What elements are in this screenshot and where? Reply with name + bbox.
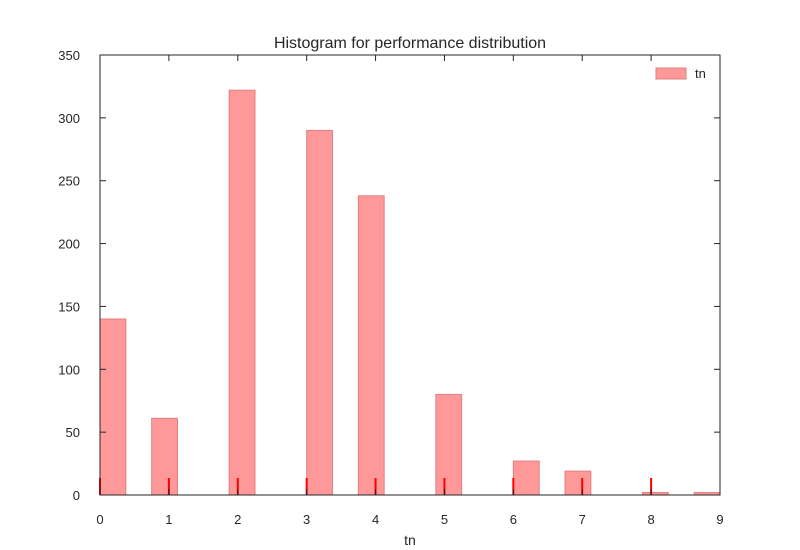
x-tick-label-1: 1 xyxy=(165,512,172,527)
plot-frame xyxy=(99,54,721,496)
x-axis-ticks: 0 1 2 3 4 5 6 7 8 9 xyxy=(96,55,724,527)
y-tick-label-1: 50 xyxy=(66,425,80,440)
histogram-bar-1 xyxy=(151,417,179,496)
y-tick-label-2: 100 xyxy=(58,362,80,377)
x-tick-label-3: 3 xyxy=(303,512,310,527)
chart-title: Histogram for performance distribution xyxy=(274,35,546,52)
histogram-bar-5 xyxy=(435,393,463,496)
x-tick-label-6: 6 xyxy=(510,512,517,527)
y-axis-ticks: 0 50 100 150 200 250 300 350 xyxy=(58,48,720,503)
x-axis-label: tn xyxy=(404,532,416,548)
x-tick-label-5: 5 xyxy=(441,512,448,527)
histogram-bar-7 xyxy=(564,470,592,496)
y-tick-label-3: 150 xyxy=(58,299,80,314)
legend: tn xyxy=(655,66,706,81)
bars-group xyxy=(99,89,721,496)
y-tick-label-6: 300 xyxy=(58,111,80,126)
histogram-bar-6 xyxy=(512,460,540,496)
x-tick-label-4: 4 xyxy=(372,512,379,527)
x-tick-label-9: 9 xyxy=(716,512,723,527)
histogram-bar-0 xyxy=(99,318,127,496)
legend-swatch xyxy=(655,67,687,80)
y-tick-label-7: 350 xyxy=(58,48,80,63)
x-tick-label-7: 7 xyxy=(579,512,586,527)
y-tick-label-5: 250 xyxy=(58,174,80,189)
x-tick-label-8: 8 xyxy=(647,512,654,527)
histogram-bar-3 xyxy=(306,129,333,496)
legend-label: tn xyxy=(695,66,706,81)
histogram-bar-2 xyxy=(228,89,256,496)
y-tick-label-0: 0 xyxy=(73,488,80,503)
x-tick-label-2: 2 xyxy=(234,512,241,527)
y-tick-label-4: 200 xyxy=(58,237,80,252)
x-tick-label-0: 0 xyxy=(96,512,103,527)
histogram-bar-4 xyxy=(357,195,385,496)
